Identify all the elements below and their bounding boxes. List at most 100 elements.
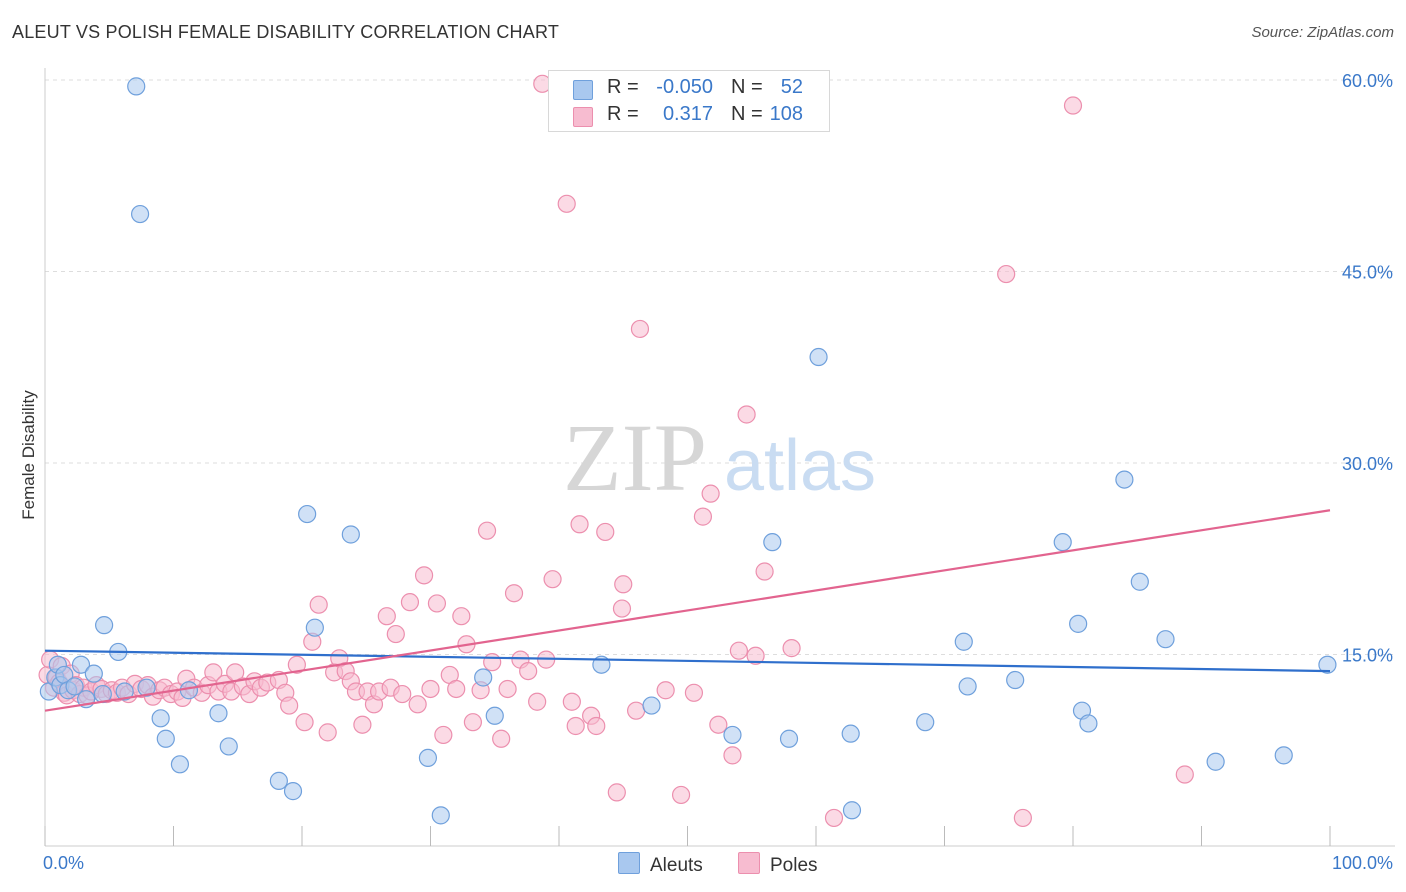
aleuts-point — [763, 533, 782, 552]
source-label: Source: ZipAtlas.com — [1251, 24, 1394, 41]
poles-point — [737, 405, 756, 424]
poles-point — [386, 624, 405, 644]
poles-point — [656, 681, 675, 700]
aleuts-point — [95, 616, 114, 635]
poles-point — [543, 570, 562, 589]
legend-row-poles: R = 0.317 N = 108 — [549, 101, 829, 129]
poles-point — [393, 684, 412, 704]
legend-r-label: R = — [607, 103, 639, 125]
poles-point — [377, 607, 396, 626]
aleuts-point — [156, 729, 175, 748]
poles-point — [1175, 765, 1194, 784]
x-tick-label: 100.0% — [1332, 853, 1393, 873]
legend-swatch-poles — [573, 107, 593, 127]
poles-point — [427, 594, 447, 613]
y-tick-label: 45.0% — [1342, 263, 1393, 283]
aleuts-point — [84, 664, 103, 683]
poles-point — [483, 653, 502, 672]
poles-point — [626, 701, 646, 720]
legend-r-value: -0.050 — [656, 76, 713, 98]
poles-point — [204, 663, 223, 682]
aleuts-point — [1318, 655, 1337, 674]
bottom-legend-label-poles: Poles — [770, 855, 818, 876]
legend-n-value: 108 — [769, 103, 803, 125]
poles-point — [562, 692, 581, 711]
aleuts-point — [170, 755, 190, 774]
legend-swatch-aleuts — [573, 80, 593, 100]
poles-point — [295, 713, 314, 732]
tick-labels: 15.0% 30.0% 45.0% 60.0% 0.0% 100.0% — [43, 71, 1393, 873]
poles-point — [709, 715, 728, 734]
correlation-legend: R = -0.050 N = 52 R = 0.317 N = 108 — [548, 70, 830, 132]
aleuts-point — [151, 709, 170, 728]
y-axis-label: Female Disability — [19, 390, 38, 520]
aleuts-point — [209, 704, 228, 723]
poles-point — [614, 575, 633, 594]
aleuts-point — [958, 677, 977, 696]
poles-trend-line — [44, 509, 1331, 712]
poles-point — [504, 584, 524, 603]
poles-point — [400, 593, 420, 612]
poles-point — [566, 716, 585, 736]
bottom-legend-poles[interactable]: Poles — [738, 852, 818, 877]
aleuts-point — [954, 632, 973, 651]
aleuts-point — [298, 504, 317, 524]
aleuts-point — [431, 806, 450, 825]
aleuts-point — [127, 77, 146, 96]
aleuts-point — [723, 725, 742, 745]
aleuts-trend-line — [44, 649, 1331, 673]
poles-point — [746, 646, 765, 665]
poles-point — [309, 595, 328, 614]
axis-layer — [44, 68, 1395, 847]
y-tick-label: 60.0% — [1342, 71, 1393, 91]
poles-point — [353, 715, 372, 734]
y-tick-label: 15.0% — [1342, 646, 1393, 666]
aleuts-point — [137, 678, 156, 697]
poles-point — [755, 562, 774, 581]
aleuts-point — [1069, 614, 1088, 633]
aleuts-point — [485, 706, 504, 725]
grid-layer — [45, 79, 1395, 655]
poles-point — [434, 725, 453, 745]
aleuts-point — [1156, 630, 1175, 649]
aleuts-point — [842, 801, 862, 820]
aleuts-point — [474, 668, 493, 687]
aleuts-point — [65, 677, 84, 696]
aleuts-point — [115, 682, 134, 701]
bottom-legend-aleuts[interactable]: Aleuts — [618, 852, 703, 877]
aleuts-point — [341, 525, 360, 544]
poles-point — [557, 194, 576, 213]
poles-point — [630, 319, 650, 339]
poles-point — [463, 713, 483, 732]
bottom-legend-swatch-aleuts — [618, 852, 640, 874]
poles-point — [519, 661, 538, 681]
aleuts-point — [1274, 746, 1293, 765]
aleuts-point — [779, 729, 799, 748]
poles-point — [596, 522, 615, 542]
aleuts-point — [305, 618, 324, 637]
poles-point — [477, 521, 497, 540]
watermark-zip: ZIP — [563, 404, 707, 511]
legend-row-aleuts: R = -0.050 N = 52 — [549, 74, 829, 102]
poles-point — [421, 679, 440, 699]
poles-point — [1013, 808, 1032, 828]
legend-n-label: N = — [731, 76, 763, 98]
poles-point — [414, 566, 434, 585]
poles-point — [671, 785, 691, 805]
poles-point — [607, 783, 626, 802]
poles-point — [997, 264, 1016, 284]
poles-point — [729, 641, 749, 660]
aleuts-point — [1130, 572, 1149, 591]
bottom-legend-label-aleuts: Aleuts — [650, 855, 703, 876]
aleuts-point — [418, 748, 438, 768]
aleuts-point — [1079, 714, 1098, 733]
poles-point — [318, 723, 337, 742]
poles-point — [612, 599, 632, 618]
poles-point — [287, 655, 306, 674]
aleuts-point — [283, 782, 303, 801]
aleuts-point — [809, 347, 828, 367]
aleuts-point — [71, 655, 91, 674]
legend-n-label: N = — [731, 103, 763, 125]
aleuts-point — [1053, 533, 1072, 552]
